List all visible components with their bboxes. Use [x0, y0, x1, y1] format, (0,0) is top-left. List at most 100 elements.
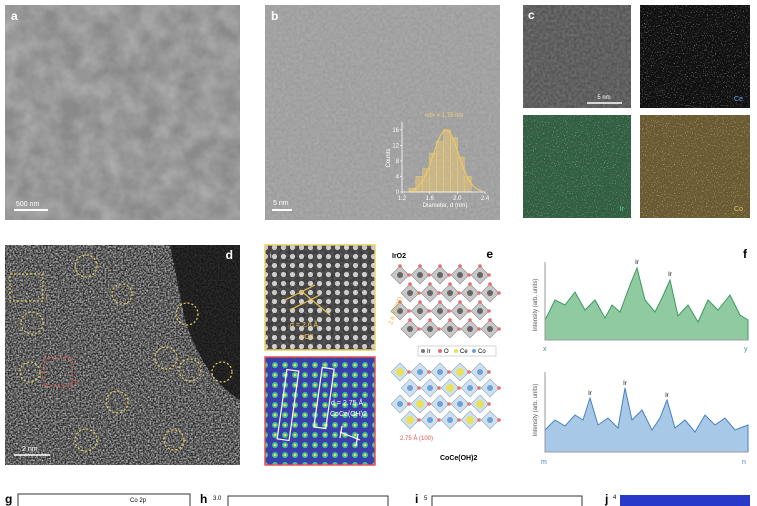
note: Co 2p: [130, 498, 147, 504]
hist-bar: [436, 141, 444, 193]
o-atom: [438, 300, 442, 304]
region-label: ii: [75, 379, 79, 386]
ir-atom: [427, 290, 433, 296]
o-atom: [487, 273, 491, 277]
o-atom: [457, 291, 461, 295]
legend-label: Ir: [427, 349, 431, 355]
ir-atom: [447, 326, 453, 332]
ir-atom: [437, 272, 443, 278]
o-atom: [468, 282, 472, 286]
o-atom: [437, 386, 441, 390]
fit-curve: [409, 129, 483, 192]
panel-label: h: [200, 492, 207, 506]
ir-atom: [417, 272, 423, 278]
ir-atom: [477, 308, 483, 314]
scale-label: 2 nm: [22, 446, 38, 453]
colormap: [620, 495, 750, 506]
o-atom: [407, 309, 411, 313]
scale-label: 5 nm: [597, 95, 610, 101]
inset-label: i: [270, 253, 272, 260]
y-tick-label: 8: [396, 159, 400, 165]
ir-atom: [467, 326, 473, 332]
x-tick-label: 1.6: [425, 196, 434, 202]
tick-label: 4: [613, 495, 617, 501]
ir-atom: [457, 272, 463, 278]
legend-label: Co: [478, 349, 486, 355]
haadf-texture: [523, 5, 631, 108]
region-ii: [43, 357, 73, 387]
ir-atom: [457, 308, 463, 314]
ce-dots: [640, 5, 750, 108]
x-tick-label: 2.0: [453, 196, 462, 202]
o-atom: [437, 418, 441, 422]
o-atom: [408, 318, 412, 322]
legend-label: O: [444, 349, 449, 355]
co-atom: [417, 369, 423, 375]
scale-label: 500 nm: [16, 201, 40, 208]
y-axis-label: Intensity (arb. units): [533, 279, 539, 332]
phase-label: IrO2: [392, 253, 406, 260]
o-atom: [417, 386, 421, 390]
o-atom: [468, 318, 472, 322]
o-atom: [398, 264, 402, 268]
co-atom: [427, 385, 433, 391]
ir-atom: [487, 326, 493, 332]
o-atom: [407, 370, 411, 374]
end-label: y: [744, 346, 748, 353]
o-atom: [427, 370, 431, 374]
o-atom: [408, 282, 412, 286]
panel-label: i: [415, 492, 418, 506]
o-atom: [448, 318, 452, 322]
o-atom: [488, 318, 492, 322]
panel-label: a: [11, 9, 18, 23]
panel-label: g: [5, 492, 12, 506]
particle-markers: [9, 254, 233, 452]
o-atom: [448, 282, 452, 286]
o-atom: [417, 327, 421, 331]
o-atom: [428, 282, 432, 286]
o-atom: [497, 418, 501, 422]
o-atom: [457, 418, 461, 422]
co-atom: [437, 369, 443, 375]
lattice-noise: [265, 245, 375, 350]
panel-label: d: [226, 248, 233, 262]
o-atom: [447, 309, 451, 313]
phase-label: IrO2: [300, 334, 314, 341]
phase-label: CoCe(OH)2: [440, 455, 477, 462]
scale-label: 5 nm: [273, 200, 289, 207]
ce-atom: [476, 400, 484, 408]
spacing-label: 2.75 Å (100): [400, 435, 433, 442]
peak-label: Ir: [668, 272, 672, 278]
phase-label: CoCe(OH)2: [330, 411, 367, 418]
hist-bar: [422, 168, 430, 193]
o-atom: [457, 386, 461, 390]
inset-frame: [264, 356, 376, 466]
plot-frame: [227, 495, 389, 506]
co-atom: [457, 401, 463, 407]
co-atom: [487, 417, 493, 423]
y-tick-label: 16: [392, 128, 399, 134]
map-label: Ce: [734, 96, 743, 103]
spacing-label: d = 2.6 Å: [290, 320, 319, 329]
peak-label: Ir: [623, 381, 627, 387]
ce-atom: [416, 400, 424, 408]
o-atom: [438, 264, 442, 268]
o-atom: [487, 370, 491, 374]
o-atom: [478, 300, 482, 304]
panel-label: b: [271, 9, 278, 23]
co-atom: [487, 385, 493, 391]
ce-atom: [446, 384, 454, 392]
o-atom: [447, 273, 451, 277]
o-atom: [467, 273, 471, 277]
o-atom: [497, 386, 501, 390]
panel-label: c: [528, 8, 535, 22]
co-atom: [437, 401, 443, 407]
ir-atom: [447, 290, 453, 296]
o-atom: [458, 264, 462, 268]
ir-tint: [523, 115, 631, 218]
hist-bar: [443, 129, 451, 193]
o-atom: [497, 327, 501, 331]
o-atom: [427, 273, 431, 277]
hist-bar: [415, 176, 424, 193]
